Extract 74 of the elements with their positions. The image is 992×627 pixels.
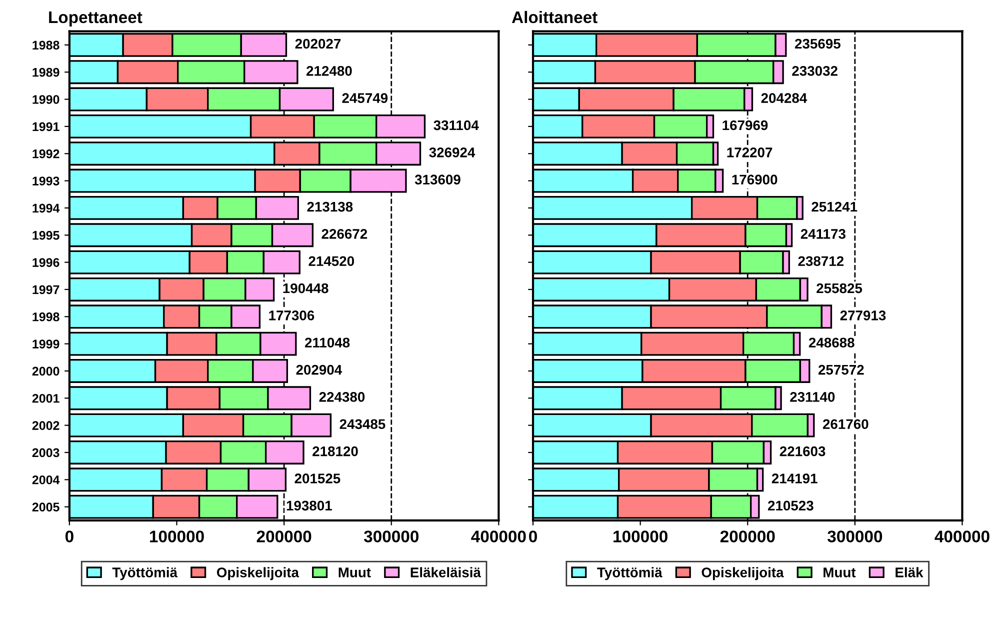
x-tick-label: 200000 [256,530,312,542]
total-label: 257572 [818,364,864,375]
total-label: 221603 [780,446,826,456]
total-label: 241173 [800,229,846,239]
total-label: 167969 [722,120,768,130]
total-label: 172207 [727,148,772,158]
total-label: 177306 [269,310,314,320]
legend-label: Opiskelijoita [216,567,300,580]
y-tick-label: 2003 [32,448,60,458]
x-tick-label: 300000 [364,530,418,542]
total-label: 248688 [808,338,854,348]
total-label: 176900 [732,174,778,185]
x-tick-label: 300000 [828,530,882,542]
y-tick-label: 1995 [32,230,60,240]
total-label: 202027 [295,38,341,49]
y-tick-label: 1993 [32,176,60,186]
legend-label: Työttömiä [112,567,178,580]
legend-label: Työttömiä [597,567,662,580]
total-label: 204284 [761,93,808,104]
y-tick-label: 1996 [32,258,60,267]
total-label: 277913 [840,310,886,320]
total-label: 201525 [294,474,340,484]
total-label: 238712 [798,256,844,266]
y-tick-label: 1997 [32,285,60,294]
y-tick-label: 2001 [32,394,60,403]
total-label: 231140 [790,392,835,402]
total-label: 218120 [312,446,358,456]
x-tick-label: 0 [65,530,74,542]
total-label: 245749 [342,93,388,104]
total-label: 313609 [414,174,460,185]
total-label: 255825 [816,283,862,294]
chart-title: Lopettaneet [49,12,142,26]
chart-title: Aloittaneet [512,10,598,24]
y-tick-label: 1990 [32,95,60,104]
y-tick-label: 2002 [32,421,60,430]
x-tick-label: 0 [529,530,537,542]
y-tick-label: 1994 [32,204,60,213]
y-tick-label: 1998 [32,312,60,322]
x-tick-label: 100000 [150,530,204,542]
y-tick-label: 1989 [32,68,60,77]
total-label: 235695 [794,38,840,49]
total-label: 226672 [322,229,368,239]
legend-label: Eläkeläisiä [410,567,481,578]
total-label: 212480 [306,66,352,76]
total-label: 214520 [308,256,354,266]
y-tick-label: 2005 [32,502,60,512]
legend-label: Opiskelijoita [702,567,784,580]
total-label: 243485 [340,419,386,430]
y-tick-label: 1992 [32,149,60,158]
total-label: 211048 [304,338,350,348]
total-label: 261760 [822,419,868,430]
total-label: 190448 [283,283,328,294]
total-label: 213138 [307,202,353,212]
total-label: 224380 [319,392,365,402]
total-label: 251241 [812,202,858,212]
y-tick-label: 1988 [32,40,60,50]
total-label: 233032 [792,66,838,76]
y-tick-label: 2004 [32,475,60,484]
x-tick-label: 400000 [934,530,990,542]
y-tick-label: 1991 [32,122,60,132]
legend-label: Muut [824,568,856,578]
total-label: 331104 [434,120,479,130]
x-tick-label: 100000 [614,530,668,542]
y-tick-label: 2000 [32,366,60,376]
x-tick-label: 200000 [720,530,775,542]
total-label: 210523 [768,500,814,511]
y-tick-label: 1999 [32,340,60,348]
total-label: 193801 [286,500,332,511]
total-label: 202904 [296,364,342,375]
x-tick-label: 400000 [471,530,526,542]
legend-label: Muut [338,568,371,578]
total-label: 214191 [772,474,818,484]
total-label: 326924 [429,148,476,158]
legend-label: Eläk [896,567,924,578]
